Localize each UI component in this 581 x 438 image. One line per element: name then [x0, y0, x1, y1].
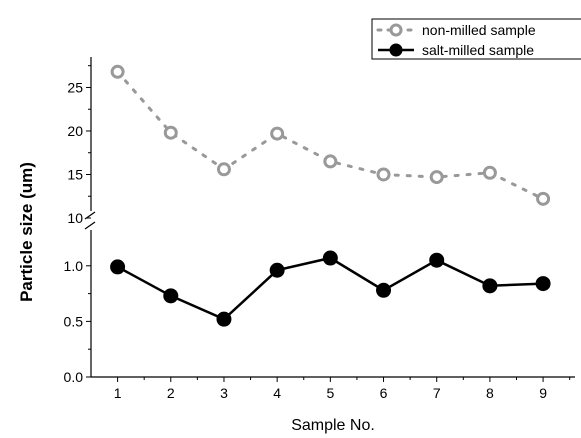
series-salt-milled — [110, 250, 551, 327]
y-tick-label: 0.5 — [64, 313, 84, 329]
x-axis-label: Sample No. — [291, 417, 375, 434]
data-point — [536, 191, 551, 206]
series-non-milled — [110, 64, 551, 206]
legend-marker — [389, 43, 403, 57]
data-point — [482, 278, 498, 294]
series-line — [116, 70, 545, 201]
data-point — [322, 250, 338, 266]
x-tick-label: 2 — [167, 385, 175, 401]
x-tick-label: 5 — [326, 385, 334, 401]
y-axis-break-mark — [84, 221, 96, 230]
y-tick-label: 0.0 — [64, 369, 84, 385]
data-point — [482, 165, 497, 180]
x-tick-label: 1 — [114, 385, 122, 401]
y-tick-label: 20 — [67, 123, 83, 139]
data-point — [429, 170, 444, 185]
x-tick-label: 6 — [380, 385, 388, 401]
data-point — [376, 167, 391, 182]
x-tick-label: 4 — [273, 385, 281, 401]
y-tick-label: 10 — [67, 210, 83, 226]
data-point — [535, 276, 551, 292]
x-tick-label: 8 — [486, 385, 494, 401]
series-line — [117, 256, 544, 321]
y-tick-label: 15 — [67, 166, 83, 182]
data-point — [269, 262, 285, 278]
y-axis-label: Particle size (um) — [17, 162, 36, 302]
series-layer — [110, 64, 551, 327]
x-tick-label: 7 — [433, 385, 441, 401]
legend-box — [371, 18, 581, 60]
legend-item: salt-milled sample — [378, 42, 534, 58]
x-tick-label: 3 — [220, 385, 228, 401]
axes: 1 2 3 4 5 6 7 8 9 0.0 0.5 1.0 10 15 20 25 — [64, 57, 575, 401]
x-tick-label: 9 — [539, 385, 547, 401]
data-point — [270, 126, 285, 141]
data-point — [163, 125, 178, 140]
y-tick-label: 1.0 — [64, 258, 84, 274]
legend-item: non-milled sample — [376, 22, 536, 38]
y-tick-label: 25 — [67, 79, 83, 95]
data-point — [216, 311, 232, 327]
legend-marker — [389, 23, 403, 37]
data-point — [216, 162, 231, 177]
legend: non-milled sample salt-milled sample — [371, 18, 581, 60]
data-point — [110, 259, 126, 275]
data-point — [376, 282, 392, 298]
data-point — [429, 252, 445, 268]
legend-label: non-milled sample — [422, 22, 536, 38]
legend-label: salt-milled sample — [422, 42, 534, 58]
data-point — [323, 154, 338, 169]
data-point — [163, 288, 179, 304]
data-point — [110, 64, 125, 79]
